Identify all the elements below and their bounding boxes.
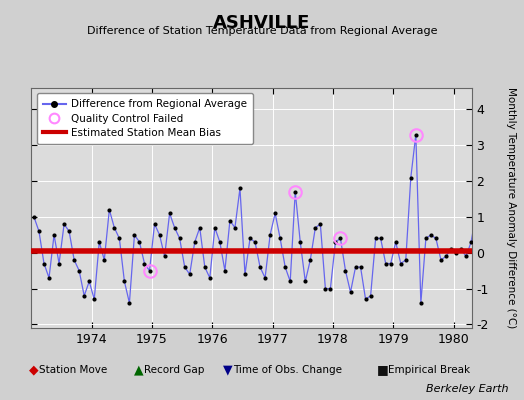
Text: Berkeley Earth: Berkeley Earth bbox=[426, 384, 508, 394]
Text: Time of Obs. Change: Time of Obs. Change bbox=[233, 365, 342, 375]
Text: Difference of Station Temperature Data from Regional Average: Difference of Station Temperature Data f… bbox=[87, 26, 437, 36]
Text: ◆: ◆ bbox=[29, 364, 38, 376]
Text: ASHVILLE: ASHVILLE bbox=[213, 14, 311, 32]
Text: ▼: ▼ bbox=[223, 364, 232, 376]
Text: Empirical Break: Empirical Break bbox=[388, 365, 470, 375]
Text: ■: ■ bbox=[377, 364, 389, 376]
Text: Station Move: Station Move bbox=[39, 365, 107, 375]
Text: ▲: ▲ bbox=[134, 364, 143, 376]
Y-axis label: Monthly Temperature Anomaly Difference (°C): Monthly Temperature Anomaly Difference (… bbox=[506, 87, 516, 329]
Text: Record Gap: Record Gap bbox=[144, 365, 204, 375]
Legend: Difference from Regional Average, Quality Control Failed, Estimated Station Mean: Difference from Regional Average, Qualit… bbox=[37, 93, 253, 144]
